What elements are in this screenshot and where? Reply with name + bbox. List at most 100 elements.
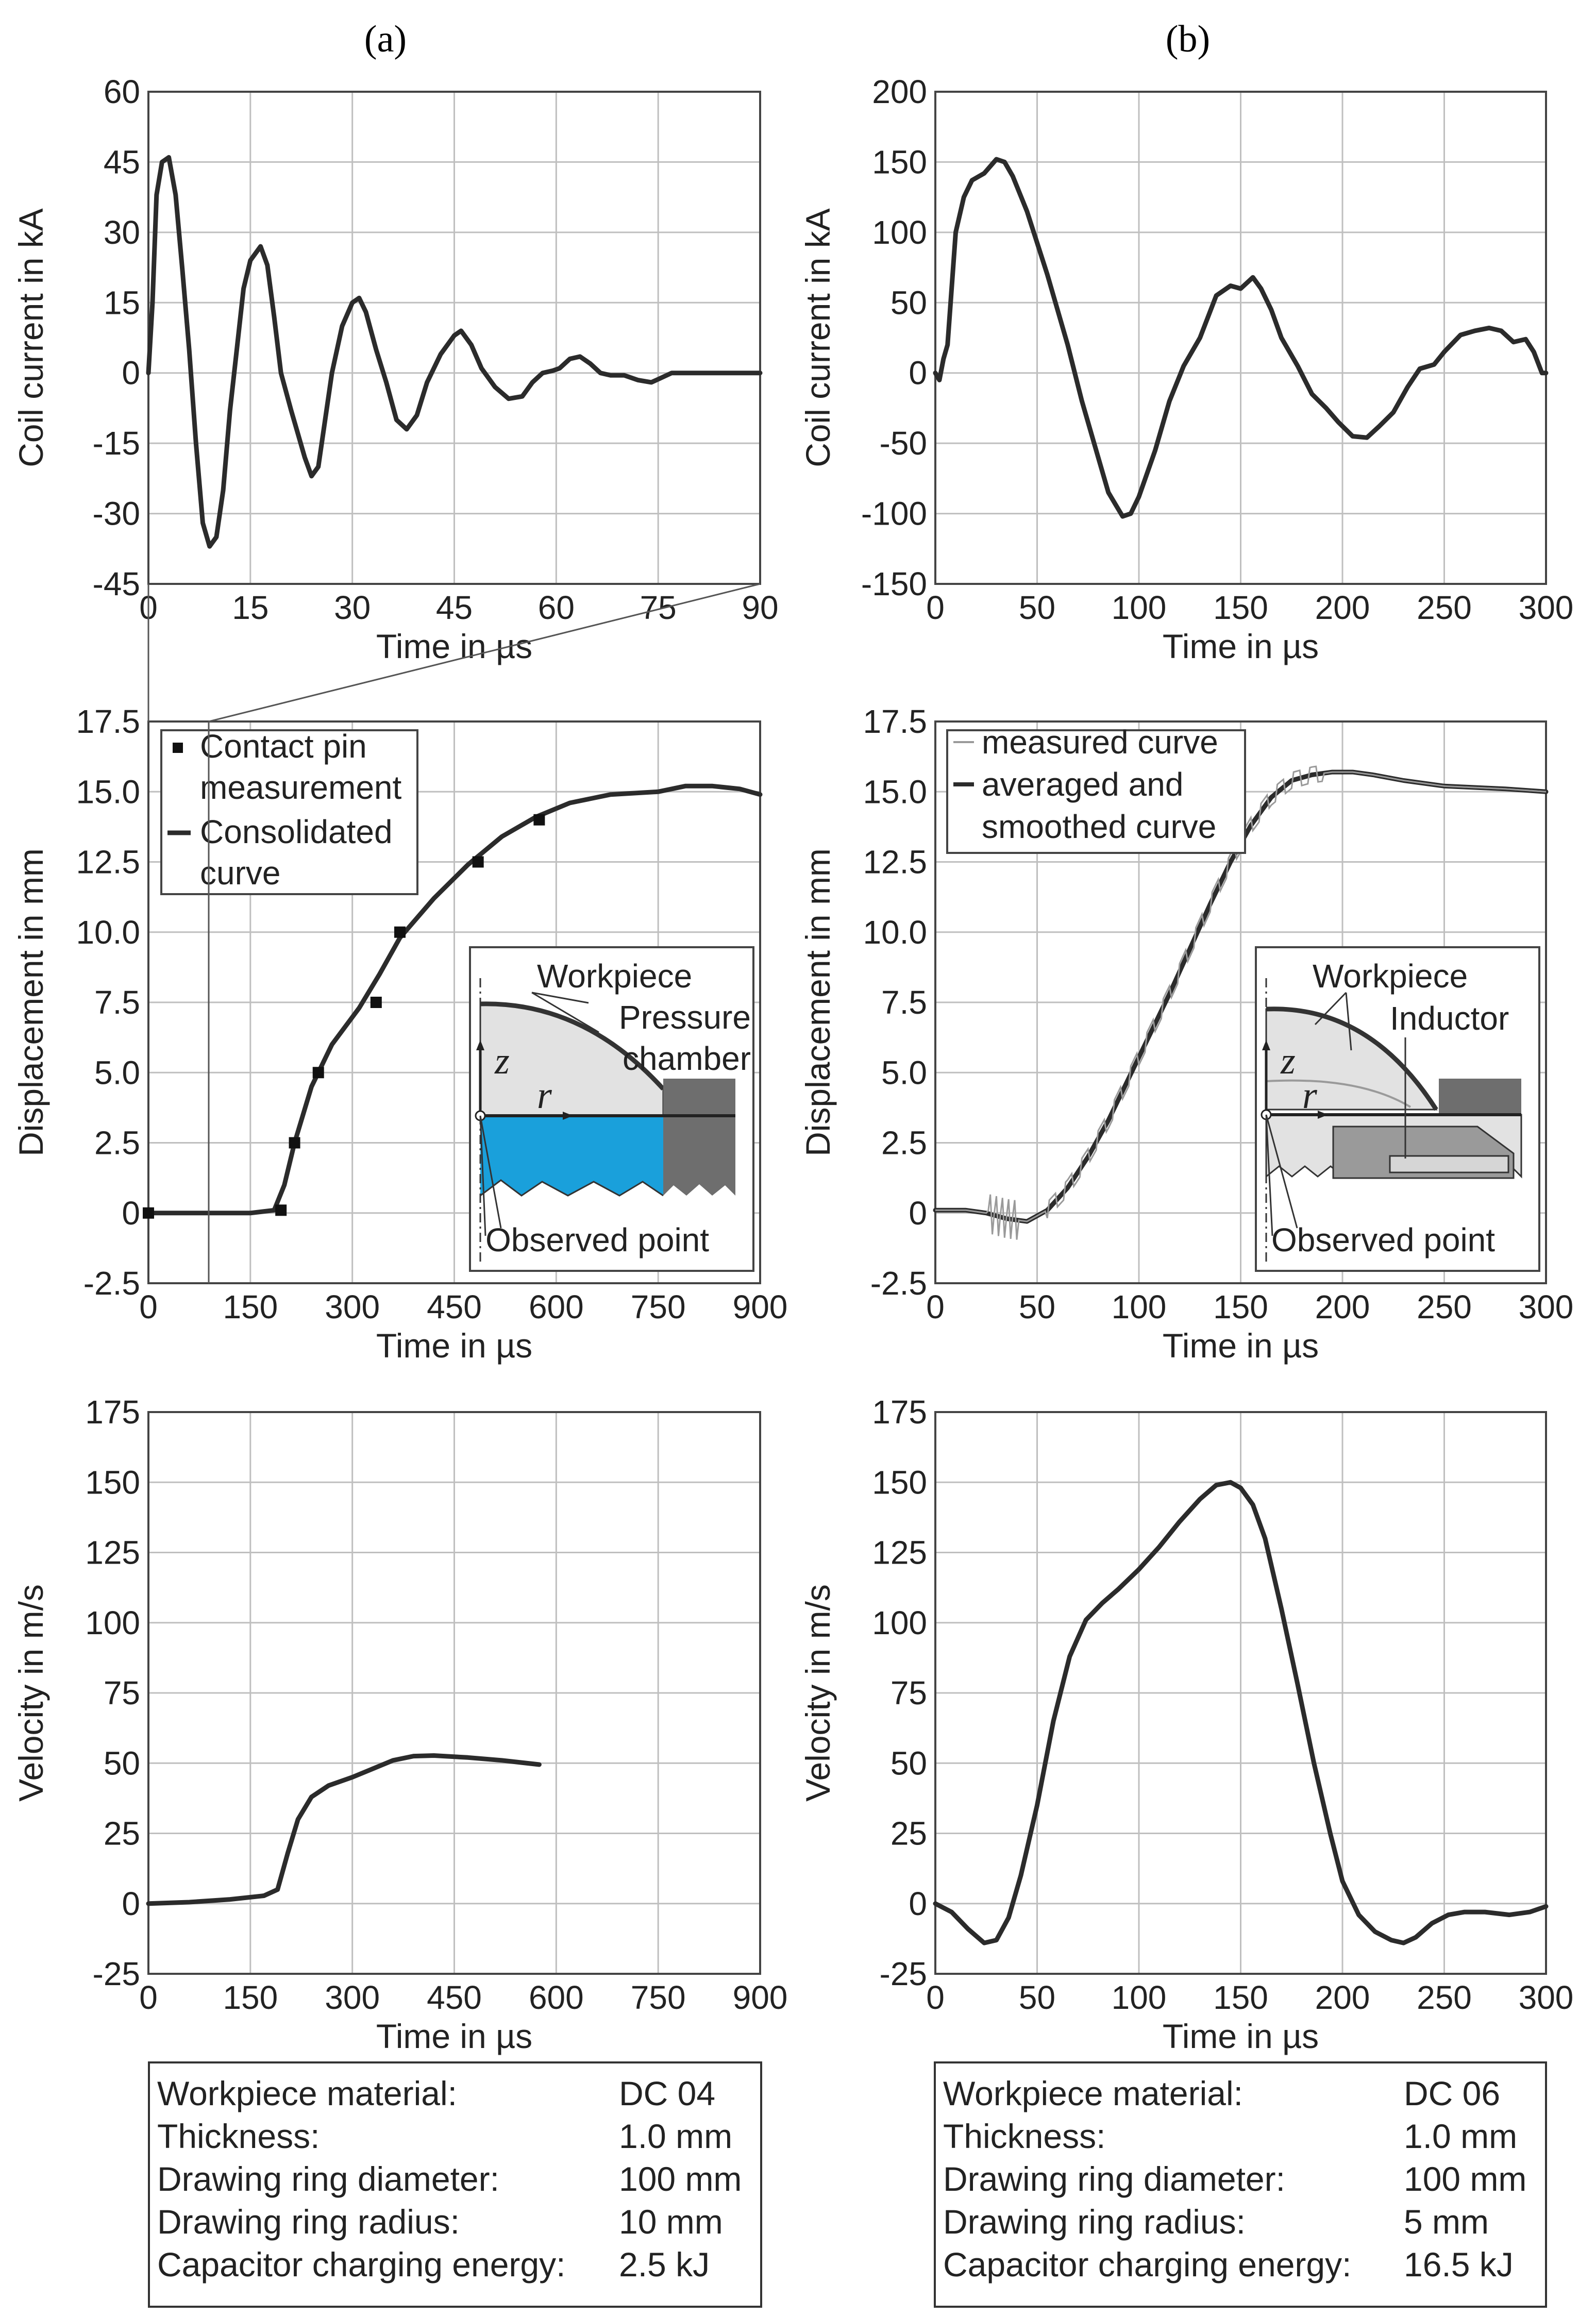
info-box-a: Workpiece material: DC 04 Thickness: 1.0… — [148, 2061, 762, 2308]
y-axis-label: Displacement in mm — [799, 848, 837, 1156]
y-axis-label: Velocity in m/s — [12, 1584, 50, 1802]
x-axis-label: Time in µs — [1163, 627, 1319, 665]
y-tick-label: 10.0 — [863, 914, 927, 951]
y-tick-label: -25 — [880, 1955, 928, 1992]
inset-label-z: z — [1280, 1040, 1296, 1082]
chart-b2: 0 50 100 150 200 250 300-2.502.55.07.510.012.5… — [799, 703, 1573, 1365]
legend-label: curve — [200, 854, 281, 892]
chart-b1: 0 50 100 150 200 250 300 -150 -100 -50 0 50 100 150 20… — [799, 73, 1573, 665]
data-point-marker — [275, 1204, 287, 1216]
y-tick-label: 2.5 — [94, 1125, 140, 1162]
y-tick-label: 25 — [891, 1815, 927, 1852]
info-label: Workpiece material: — [157, 2074, 457, 2112]
arrow-up-icon — [1262, 1040, 1270, 1050]
y-tick-label: 50 — [891, 284, 927, 321]
x-tick-label: 450 — [427, 1979, 482, 2016]
x-tick-label: 900 — [733, 1979, 788, 2016]
x-tick-label: 300 — [1519, 1288, 1574, 1325]
info-box-b: Workpiece material: DC 06 Thickness: 1.0… — [934, 2061, 1547, 2308]
info-value: 1.0 mm — [1404, 2117, 1518, 2155]
y-tick-label: 5.0 — [94, 1054, 140, 1091]
x-tick-label: 0 — [926, 1288, 945, 1325]
data-point-marker — [370, 997, 382, 1008]
workpiece-sheet — [480, 1001, 665, 1091]
info-value: 100 mm — [1404, 2160, 1527, 2198]
legend-label: Contact pin — [200, 728, 367, 765]
y-tick-label: 15 — [104, 284, 140, 321]
inset-label-workpiece: Workpiece — [537, 958, 692, 995]
chart-a2: 0 150 300 450 600 750 900-2.502.55.07.510.012.… — [12, 703, 787, 1365]
info-label: Drawing ring radius: — [943, 2203, 1246, 2241]
leader-line — [531, 992, 599, 1033]
y-tick-label: 0 — [122, 1885, 140, 1922]
x-tick-label: 100 — [1112, 589, 1167, 626]
inductor-coil — [1389, 1155, 1509, 1173]
info-value: DC 06 — [1404, 2074, 1501, 2112]
plot-frame — [934, 1411, 1547, 1975]
legend-label: averaged and — [982, 766, 1183, 803]
inset-label-observed: Observed point — [1271, 1221, 1495, 1258]
x-tick-label: 45 — [436, 589, 473, 626]
x-tick-label: 150 — [1213, 1288, 1268, 1325]
x-axis-label: Time in µs — [376, 2017, 532, 2055]
y-tick-label: -25 — [93, 1955, 141, 1992]
y-tick-label: 0 — [122, 1195, 140, 1232]
data-point-marker — [533, 814, 545, 826]
y-tick-label: -100 — [861, 495, 927, 532]
chart-a3: 0 150 300 450 600 750 900-25025507510012515017… — [12, 1394, 787, 2055]
x-tick-label: 50 — [1019, 1288, 1055, 1325]
y-tick-label: 0 — [909, 1885, 927, 1922]
x-tick-label: 300 — [325, 1288, 380, 1325]
drawing-ring — [663, 1116, 735, 1196]
info-label: Drawing ring diameter: — [943, 2160, 1285, 2198]
series-line — [146, 783, 763, 1216]
y-tick-label: -30 — [93, 495, 141, 532]
info-label: Drawing ring diameter: — [157, 2160, 499, 2198]
x-tick-label: 150 — [1213, 589, 1268, 626]
arrow-right-icon — [563, 1112, 573, 1120]
legend-label: measurement — [200, 769, 402, 806]
x-tick-label: 0 — [926, 589, 945, 626]
y-tick-label: -150 — [861, 565, 927, 602]
x-tick-label: 250 — [1417, 589, 1472, 626]
y-tick-label: 125 — [872, 1534, 927, 1571]
blank-holder — [1439, 1079, 1521, 1115]
x-tick-label: 50 — [1019, 1979, 1055, 2016]
y-tick-label: 200 — [872, 73, 927, 110]
x-tick-label: 150 — [223, 1979, 278, 2016]
x-tick-label: 200 — [1315, 1979, 1370, 2016]
break-line — [480, 1179, 664, 1197]
x-tick-label: 750 — [631, 1288, 686, 1325]
series-line — [933, 157, 1549, 519]
x-tick-label: 300 — [1519, 1979, 1574, 2016]
inset-diagram: Workpiece Inductor zr Observed point — [1255, 946, 1540, 1272]
x-tick-label: 250 — [1417, 1288, 1472, 1325]
data-point-marker — [312, 1067, 324, 1079]
y-tick-label: 25 — [104, 1815, 140, 1852]
series-line — [146, 155, 763, 549]
y-tick-label: 175 — [872, 1394, 927, 1431]
y-tick-label: -50 — [880, 425, 928, 462]
y-axis-label: Displacement in mm — [12, 848, 50, 1156]
info-value: 1.0 mm — [619, 2117, 733, 2155]
x-tick-label: 300 — [325, 1979, 380, 2016]
info-value: 5 mm — [1404, 2203, 1489, 2241]
plot-frame — [934, 720, 1547, 1284]
y-tick-label: 17.5 — [76, 703, 140, 740]
chart-b3: 0 50 100 150 200 250 300-250255075100125150175… — [799, 1394, 1573, 2055]
y-tick-label: 50 — [891, 1744, 927, 1782]
leader-line — [479, 1115, 486, 1236]
x-tick-label: 60 — [538, 589, 575, 626]
leader-line — [531, 992, 589, 1004]
legend-label: smoothed curve — [982, 808, 1216, 845]
inset-label-z: z — [494, 1040, 510, 1082]
x-axis-label: Time in µs — [376, 627, 532, 665]
plot-frame — [147, 1411, 761, 1975]
y-tick-label: -2.5 — [83, 1265, 140, 1302]
info-value: 16.5 kJ — [1404, 2245, 1514, 2284]
legend-marker-square — [173, 743, 183, 753]
arrow-right-icon — [1318, 1111, 1328, 1119]
inset-label-observed: Observed point — [485, 1221, 709, 1258]
